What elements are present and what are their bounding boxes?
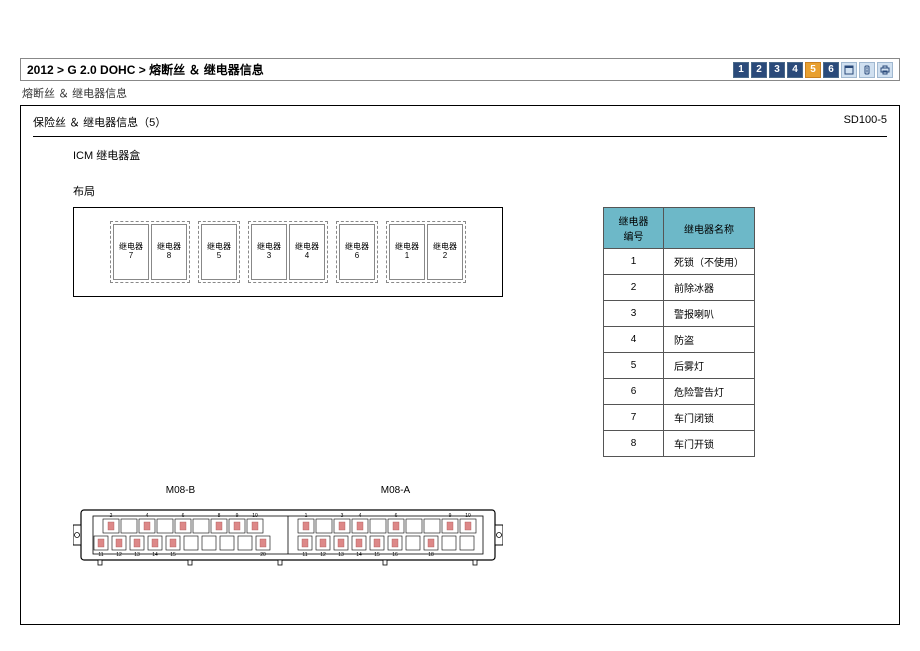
page-btn-6[interactable]: 6: [823, 62, 839, 78]
print-icon[interactable]: [877, 62, 893, 78]
main-row: 继电器7继电器8 继电器5 继电器3继电器4 继电器6 继电器1继电器2 继电器编号 继…: [33, 207, 887, 457]
svg-text:6: 6: [182, 513, 185, 519]
connector-svg: 2468910111213141520 13469101112131415161…: [73, 500, 503, 570]
relay-table: 继电器编号 继电器名称 1死锁（不使用）2前除冰器3警报喇叭4防盗5后雾灯6危险…: [603, 207, 755, 457]
toolbar: 1 2 3 4 5 6: [733, 62, 893, 78]
table-row: 2前除冰器: [604, 275, 755, 301]
info-icon[interactable]: [859, 62, 875, 78]
table-cell-name: 前除冰器: [664, 275, 755, 301]
table-cell-num: 8: [604, 431, 664, 457]
relay-slot: 继电器8: [151, 224, 187, 280]
table-cell-num: 4: [604, 327, 664, 353]
svg-text:12: 12: [116, 552, 122, 558]
table-row: 7车门闭锁: [604, 405, 755, 431]
frame-title: 保险丝 ＆ 继电器信息（5）: [33, 114, 166, 130]
svg-text:14: 14: [356, 552, 362, 558]
connector-labels: M08-B M08-A: [73, 485, 503, 496]
relay-slot: 继电器6: [339, 224, 375, 280]
page-root: 2012 > G 2.0 DOHC > 熔断丝 ＆ 继电器信息 1 2 3 4 …: [0, 0, 920, 651]
relay-box-diagram: 继电器7继电器8 继电器5 继电器3继电器4 继电器6 继电器1继电器2: [73, 207, 503, 297]
relay-group: 继电器1继电器2: [386, 221, 466, 283]
relay-slot: 继电器7: [113, 224, 149, 280]
svg-text:12: 12: [320, 552, 326, 558]
table-row: 6危险警告灯: [604, 379, 755, 405]
table-cell-num: 5: [604, 353, 664, 379]
svg-text:4: 4: [146, 513, 149, 519]
table-cell-name: 防盗: [664, 327, 755, 353]
svg-text:10: 10: [252, 513, 258, 519]
table-header-name: 继电器名称: [664, 208, 755, 249]
relay-group: 继电器6: [336, 221, 378, 283]
window-icon[interactable]: [841, 62, 857, 78]
page-btn-3[interactable]: 3: [769, 62, 785, 78]
page-btn-4[interactable]: 4: [787, 62, 803, 78]
table-cell-num: 7: [604, 405, 664, 431]
svg-text:3: 3: [341, 513, 344, 519]
relay-group: 继电器5: [198, 221, 240, 283]
table-cell-name: 危险警告灯: [664, 379, 755, 405]
svg-text:20: 20: [260, 552, 266, 558]
section-title: ICM 继电器盒: [73, 147, 887, 163]
table-row: 1死锁（不使用）: [604, 249, 755, 275]
frame-header: 保险丝 ＆ 继电器信息（5） SD100-5: [33, 114, 887, 137]
table-cell-name: 后雾灯: [664, 353, 755, 379]
relay-slot: 继电器2: [427, 224, 463, 280]
connector-label-a: M08-A: [381, 485, 410, 496]
relay-group: 继电器7继电器8: [110, 221, 190, 283]
table-row: 4防盗: [604, 327, 755, 353]
table-cell-name: 车门开锁: [664, 431, 755, 457]
page-btn-5[interactable]: 5: [805, 62, 821, 78]
table-cell-name: 警报喇叭: [664, 301, 755, 327]
table-cell-num: 1: [604, 249, 664, 275]
relay-slot: 继电器4: [289, 224, 325, 280]
svg-text:1: 1: [305, 513, 308, 519]
svg-text:18: 18: [428, 552, 434, 558]
svg-text:8: 8: [218, 513, 221, 519]
table-header-num: 继电器编号: [604, 208, 664, 249]
svg-text:9: 9: [449, 513, 452, 519]
subtitle: 熔断丝 ＆ 继电器信息: [22, 85, 900, 101]
connector-body: 2468910111213141520 13469101112131415161…: [73, 500, 503, 570]
relay-slot: 继电器1: [389, 224, 425, 280]
connector-area: M08-B M08-A 2 4 6 8: [73, 485, 503, 570]
connector-label-b: M08-B: [166, 485, 195, 496]
svg-text:2: 2: [110, 513, 113, 519]
breadcrumb: 2012 > G 2.0 DOHC > 熔断丝 ＆ 继电器信息: [27, 61, 264, 78]
table-row: 3警报喇叭: [604, 301, 755, 327]
svg-text:9: 9: [236, 513, 239, 519]
svg-text:10: 10: [465, 513, 471, 519]
table-row: 8车门开锁: [604, 431, 755, 457]
table-row: 5后雾灯: [604, 353, 755, 379]
svg-text:11: 11: [302, 552, 307, 558]
page-btn-2[interactable]: 2: [751, 62, 767, 78]
content-frame: 保险丝 ＆ 继电器信息（5） SD100-5 ICM 继电器盒 布局 继电器7继…: [20, 105, 900, 625]
svg-text:4: 4: [359, 513, 362, 519]
relay-group: 继电器3继电器4: [248, 221, 328, 283]
page-btn-1[interactable]: 1: [733, 62, 749, 78]
breadcrumb-bar: 2012 > G 2.0 DOHC > 熔断丝 ＆ 继电器信息 1 2 3 4 …: [20, 58, 900, 81]
svg-text:16: 16: [392, 552, 398, 558]
frame-doc-id: SD100-5: [844, 114, 887, 130]
table-cell-num: 2: [604, 275, 664, 301]
svg-text:15: 15: [374, 552, 380, 558]
layout-label: 布局: [73, 183, 887, 199]
table-cell-name: 死锁（不使用）: [664, 249, 755, 275]
table-cell-num: 3: [604, 301, 664, 327]
relay-slot: 继电器5: [201, 224, 237, 280]
svg-text:13: 13: [134, 552, 140, 558]
svg-text:6: 6: [395, 513, 398, 519]
table-cell-num: 6: [604, 379, 664, 405]
svg-text:13: 13: [338, 552, 344, 558]
relay-slot: 继电器3: [251, 224, 287, 280]
svg-text:11: 11: [98, 552, 103, 558]
svg-text:14: 14: [152, 552, 158, 558]
svg-text:15: 15: [170, 552, 176, 558]
table-cell-name: 车门闭锁: [664, 405, 755, 431]
